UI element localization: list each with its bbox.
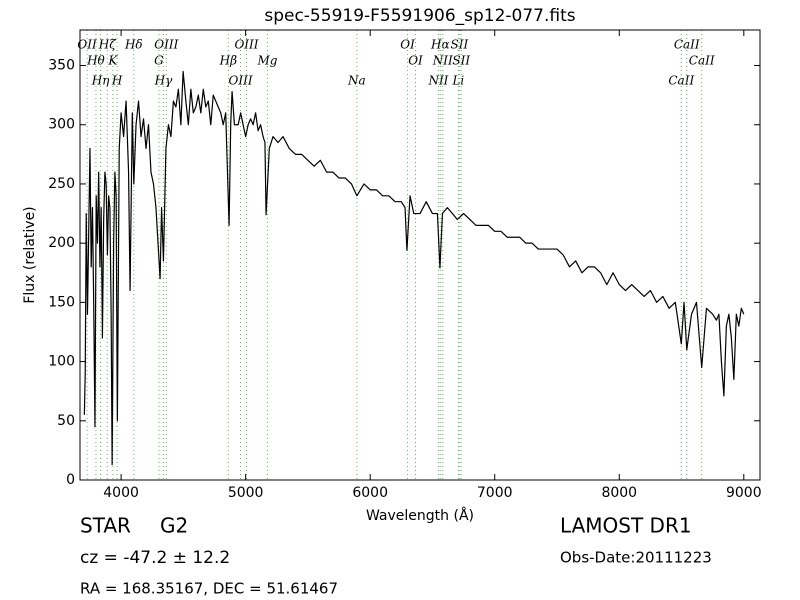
y-tick-label: 0 <box>66 472 75 488</box>
line-label: OI <box>400 38 415 52</box>
x-tick-label: 8000 <box>601 485 637 501</box>
line-label: OIII <box>229 74 253 88</box>
chart-title: spec-55919-F5591906_sp12-077.fits <box>264 6 575 26</box>
y-tick-label: 300 <box>48 117 75 133</box>
line-label: Li <box>451 74 464 88</box>
line-label: Hθ <box>86 54 105 68</box>
line-label: CaII <box>674 38 700 52</box>
plot-frame <box>79 29 761 481</box>
line-label: K <box>107 54 118 68</box>
y-tick-label: 200 <box>48 235 75 251</box>
x-axis-label: Wavelength (Å) <box>366 507 474 524</box>
line-label: Na <box>347 74 366 88</box>
line-label: CaII <box>689 54 715 68</box>
y-tick-label: 250 <box>48 176 75 192</box>
line-label: NII <box>432 54 453 68</box>
y-tick-label: 100 <box>48 354 75 370</box>
x-tick-label: 9000 <box>726 485 762 501</box>
line-label: CaII <box>668 74 694 88</box>
line-label: Mg <box>256 54 277 68</box>
line-label: G <box>154 54 164 68</box>
spectrum-line <box>83 70 745 466</box>
x-tick-label: 5000 <box>228 485 264 501</box>
redshift: cz = -47.2 ± 12.2 <box>80 548 230 568</box>
line-label: OIII <box>234 38 258 52</box>
x-tick-label: 7000 <box>477 485 513 501</box>
line-label: Hα <box>430 38 450 52</box>
y-axis-label: Flux (relative) <box>22 206 38 303</box>
class: STAR <box>80 514 131 538</box>
line-label: NII <box>427 74 448 88</box>
line-label: Hζ <box>98 38 117 52</box>
coords: RA = 168.35167, DEC = 51.61467 <box>80 580 338 598</box>
line-label: SII <box>452 54 470 68</box>
line-label: OIII <box>154 38 178 52</box>
line-label: OI <box>408 54 423 68</box>
line-label: Hγ <box>154 74 173 88</box>
x-tick-label: 4000 <box>103 485 139 501</box>
y-tick-label: 150 <box>48 294 75 310</box>
y-tick-label: 50 <box>57 413 75 429</box>
line-label: SII <box>451 38 469 52</box>
line-label: H <box>111 74 123 88</box>
line-label: Hδ <box>124 38 143 52</box>
survey: LAMOST DR1 <box>560 514 692 538</box>
subclass: G2 <box>160 514 188 538</box>
x-tick-label: 6000 <box>352 485 388 501</box>
line-label: Hη <box>91 74 110 88</box>
y-tick-label: 350 <box>48 58 75 74</box>
obs-date: Obs-Date:20111223 <box>560 549 712 567</box>
line-label: Hβ <box>219 54 237 68</box>
line-label: OII <box>77 38 97 52</box>
